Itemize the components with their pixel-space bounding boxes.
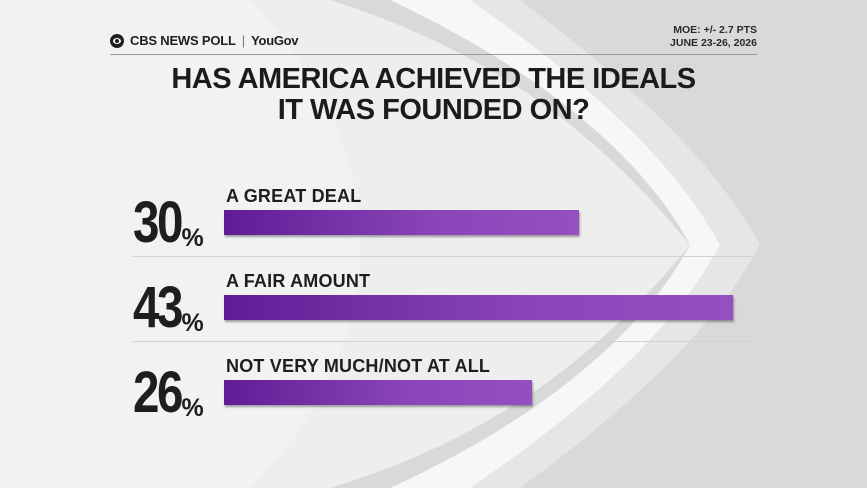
chart-title: HAS AMERICA ACHIEVED THE IDEALS IT WAS F… bbox=[100, 64, 767, 126]
bar-category-label: A FAIR AMOUNT bbox=[226, 271, 371, 291]
bar-track bbox=[224, 380, 733, 406]
bar-value-number: 26 bbox=[133, 360, 183, 425]
brand-separator: | bbox=[241, 33, 246, 48]
percent-sign: % bbox=[181, 309, 204, 337]
chart-title-line-2: IT WAS FOUNDED ON? bbox=[277, 94, 590, 126]
poll-brand: CBS NEWS POLL | YouGov bbox=[110, 33, 299, 48]
bar-value-number: 30 bbox=[133, 190, 183, 255]
bar-value-label: 26% bbox=[133, 356, 204, 425]
row-divider bbox=[133, 256, 753, 257]
partner-name: YouGov bbox=[251, 33, 299, 48]
bar bbox=[224, 295, 733, 320]
poll-meta: MOE: +/- 2.7 PTS JUNE 23-26, 2026 bbox=[670, 24, 757, 50]
bar-category-label: A GREAT DEAL bbox=[226, 186, 362, 206]
bar-row: 43% A FAIR AMOUNT bbox=[133, 263, 753, 343]
percent-sign: % bbox=[181, 394, 204, 422]
percent-sign: % bbox=[181, 224, 204, 252]
bar-value-label: 43% bbox=[133, 271, 204, 340]
bar-category-label: NOT VERY MUCH/NOT AT ALL bbox=[226, 356, 491, 376]
cbs-eye-icon bbox=[110, 33, 124, 48]
margin-of-error: MOE: +/- 2.7 PTS bbox=[673, 24, 757, 36]
poll-dates: JUNE 23-26, 2026 bbox=[670, 37, 757, 49]
bar-row: 26% NOT VERY MUCH/NOT AT ALL bbox=[133, 348, 753, 428]
bar-row: 30% A GREAT DEAL bbox=[133, 178, 753, 258]
bar-track bbox=[224, 210, 733, 236]
bar-value-label: 30% bbox=[133, 186, 204, 255]
bar bbox=[224, 380, 532, 405]
header-rule bbox=[110, 54, 757, 55]
bar-value-number: 43 bbox=[133, 275, 183, 340]
row-divider bbox=[133, 341, 753, 342]
brand-name: CBS NEWS POLL bbox=[130, 33, 236, 48]
bar bbox=[224, 210, 579, 235]
chart-title-line-1: HAS AMERICA ACHIEVED THE IDEALS bbox=[171, 63, 696, 95]
bar-track bbox=[224, 295, 733, 321]
